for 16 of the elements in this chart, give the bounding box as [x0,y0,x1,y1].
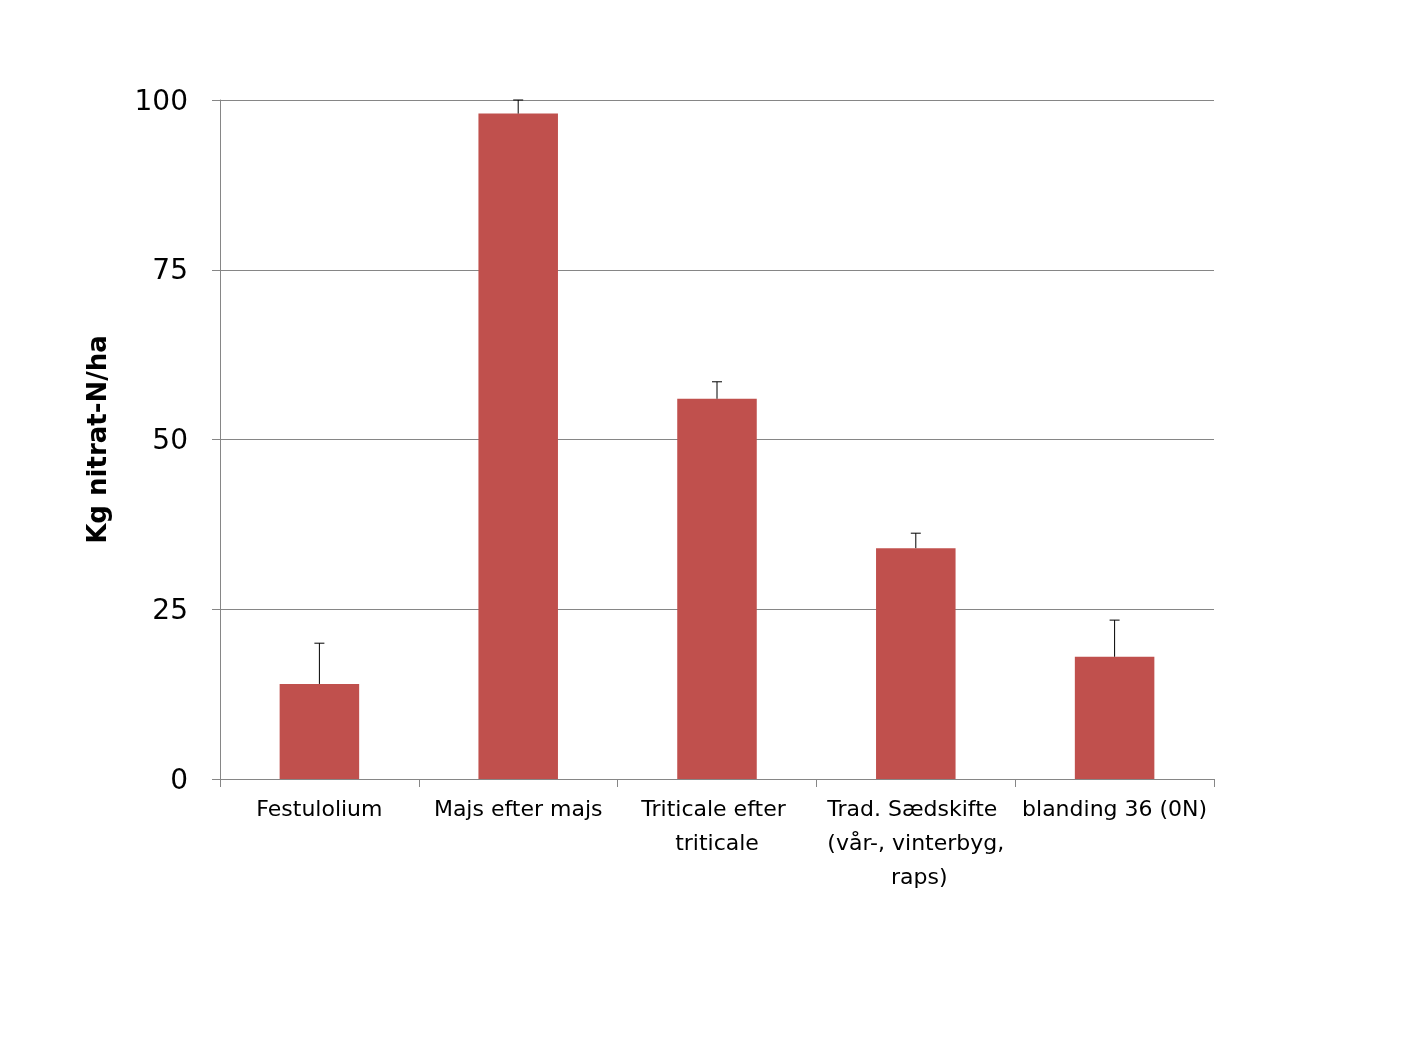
y-tick-label: 25 [152,592,188,626]
y-tick-label: 50 [152,423,188,456]
x-tick-label: Festulolium [256,795,383,821]
y-tick-label: 75 [152,253,188,287]
x-tick-label: blanding 36 (0N) [1022,795,1208,821]
y-tick-label: 0 [170,762,188,796]
bar [1074,656,1155,779]
bar [677,398,757,779]
x-tick-label: Triticale efter triticale [640,795,793,855]
x-tick-label: Trad. Sædskifte (vår-, vinterbyg, raps) [826,795,1005,889]
bar [876,548,956,779]
x-tick-label: Majs efter majs [433,795,603,821]
bar [478,113,558,779]
bar [279,683,360,779]
y-axis-title: Kg nitrat-N/ha [82,335,112,544]
y-tick-label: 100 [134,83,188,117]
